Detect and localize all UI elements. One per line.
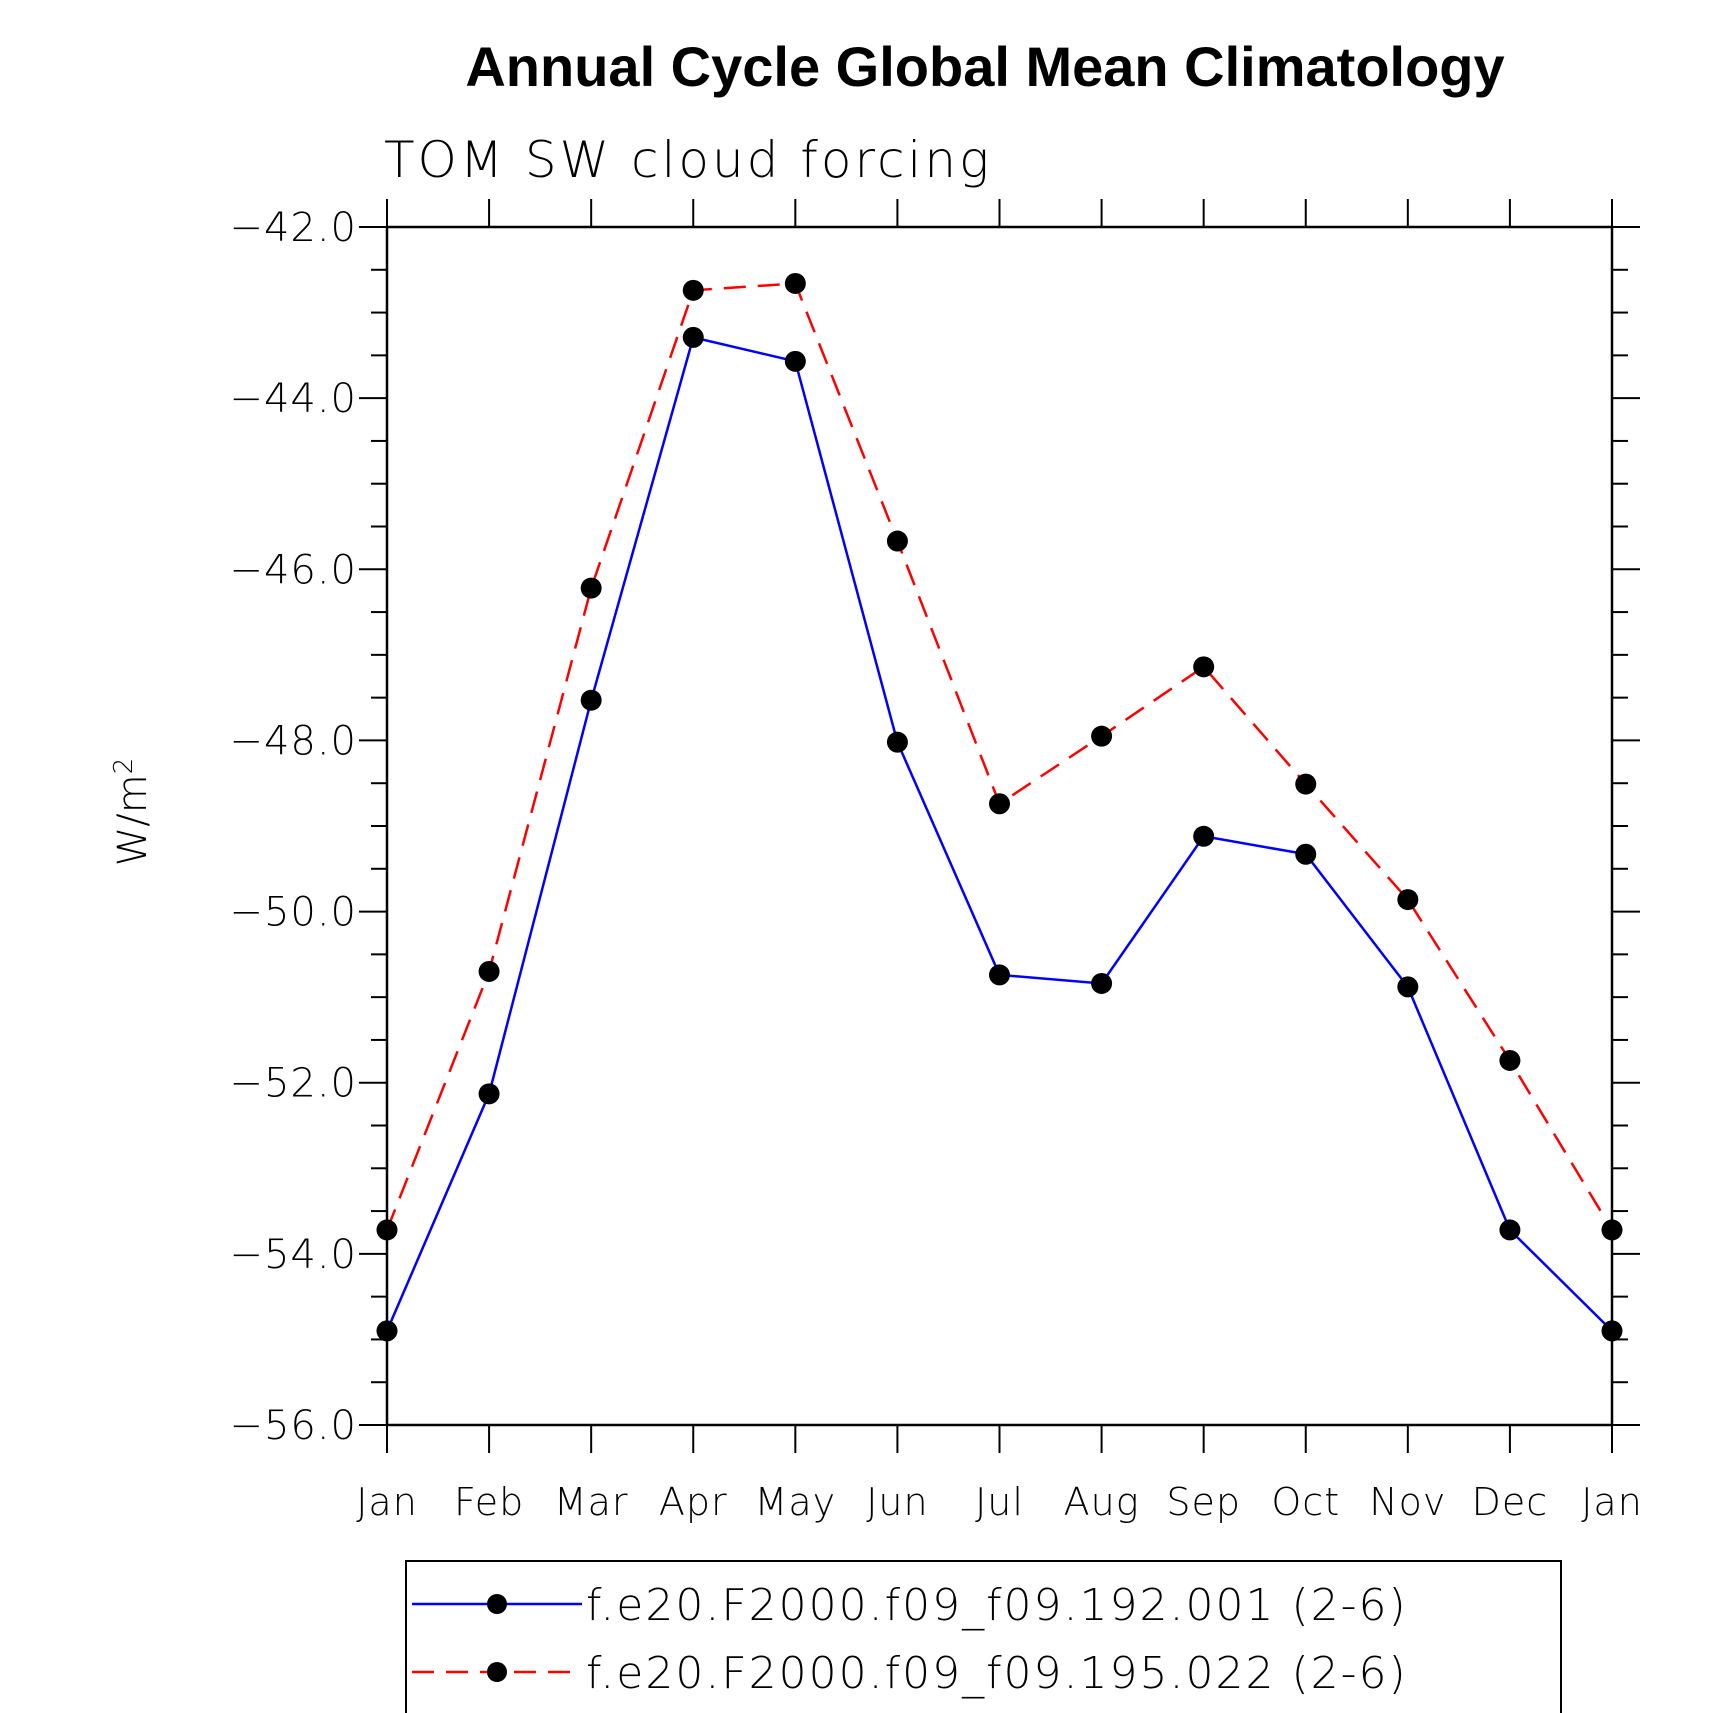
series-1-point	[1193, 656, 1215, 678]
series-0-point	[1601, 1320, 1623, 1342]
x-tick-label: Jan	[356, 1480, 418, 1524]
legend-marker-series-0	[487, 1594, 507, 1614]
y-tick-label: −54.0	[229, 1232, 357, 1278]
x-tick-label: Aug	[1064, 1480, 1140, 1524]
legend: f.e20.F2000.f09_f09.192.001 (2-6) f.e20.…	[405, 1560, 1562, 1713]
x-tick-label: May	[755, 1480, 837, 1524]
y-axis-label: W/m2	[109, 758, 156, 867]
plot-frame	[385, 225, 1614, 1427]
y-tick-label: −56.0	[229, 1403, 357, 1449]
series-1-point	[682, 279, 704, 301]
legend-label-series-1: f.e20.F2000.f09_f09.195.022 (2-6)	[586, 1648, 1408, 1699]
series-0-point	[580, 689, 602, 711]
x-tick-label: Feb	[454, 1480, 524, 1524]
x-tick-label: Mar	[554, 1480, 629, 1524]
x-tick-label: Dec	[1472, 1480, 1549, 1524]
series-1-point	[580, 577, 602, 599]
y-tick-label: −52.0	[229, 1061, 357, 1107]
series-1-point	[478, 960, 500, 982]
x-tick-label: Oct	[1271, 1480, 1340, 1524]
y-tick-label: −46.0	[229, 547, 357, 593]
series-group	[376, 272, 1623, 1342]
y-tick-label: −50.0	[229, 890, 357, 936]
series-line-1	[385, 282, 1614, 1231]
series-1-point	[989, 793, 1010, 815]
legend-box	[405, 1560, 1562, 1713]
series-0-point	[1193, 825, 1215, 847]
series-line-0	[385, 335, 1613, 1332]
series-0-point	[1499, 1219, 1521, 1241]
series-0-point	[989, 964, 1010, 986]
y-tick-label: −48.0	[229, 718, 357, 764]
series-0-point	[1295, 843, 1317, 865]
series-1-point	[784, 272, 806, 294]
series-0-point	[1091, 972, 1113, 994]
series-0-point	[784, 350, 806, 372]
series-1-point	[1091, 725, 1113, 747]
chart-title: Annual Cycle Global Mean Climatology	[465, 35, 1504, 98]
x-tick-label: Jul	[975, 1480, 1024, 1524]
x-tick-label: Jun	[866, 1480, 928, 1524]
legend-marker-series-1	[487, 1662, 507, 1682]
x-tick-label: Nov	[1369, 1480, 1446, 1524]
series-1-point	[1601, 1219, 1623, 1241]
series-0-point	[376, 1320, 398, 1342]
series-0-point	[886, 731, 908, 753]
series-1-point	[1295, 773, 1317, 795]
series-0-point	[1397, 976, 1419, 998]
x-axis-ticks: Jan Feb Mar Apr May Jun Jul Aug Sep Oct Nov Dec Jan	[356, 199, 1643, 1524]
x-tick-label: Sep	[1166, 1480, 1241, 1524]
axes	[385, 225, 1614, 1427]
series-1-point	[886, 530, 908, 552]
legend-label-series-0: f.e20.F2000.f09_f09.192.001 (2-6)	[586, 1580, 1408, 1631]
y-tick-label: −44.0	[229, 376, 357, 422]
y-axis-ticks: −42.0 −44.0 −46.0 −48.0 −50.0 −52.0 −54.0 −56.0	[229, 205, 1640, 1449]
series-0-point	[478, 1083, 500, 1105]
chart-subtitle: TOM SW cloud forcing	[384, 131, 992, 189]
series-1-point	[1397, 889, 1419, 911]
x-tick-label: Jan	[1581, 1480, 1643, 1524]
series-1-point	[1499, 1049, 1521, 1071]
series-1-point	[376, 1219, 398, 1241]
y-tick-label: −42.0	[229, 205, 357, 251]
x-tick-label: Apr	[659, 1480, 728, 1524]
series-0-point	[682, 326, 704, 348]
